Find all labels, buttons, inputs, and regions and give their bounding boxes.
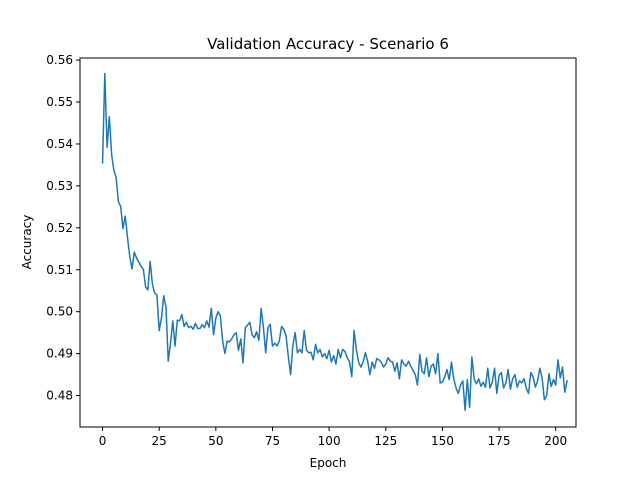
x-tick-label: 200 [544,434,567,448]
series-line [101,72,568,411]
y-tick-label: 0.50 [46,305,73,319]
y-axis-label: Accuracy [20,215,34,270]
y-axis: 0.48 0.49 0.50 0.51 0.52 0.53 0.54 0.55 0.56 [46,53,80,403]
x-axis: 0 25 50 75 100 125 150 175 200 [99,427,567,448]
x-tick-label: 0 [99,434,107,448]
plot-area [79,57,577,428]
x-tick-label: 75 [265,434,280,448]
y-tick-label: 0.56 [46,53,73,67]
x-tick-label: 125 [374,434,397,448]
x-tick-label: 100 [318,434,341,448]
y-tick-label: 0.51 [46,263,73,277]
y-tick-label: 0.54 [46,137,73,151]
y-tick-label: 0.55 [46,95,73,109]
x-tick-label: 175 [488,434,511,448]
y-tick-label: 0.53 [46,179,73,193]
x-tick-label: 150 [431,434,454,448]
y-tick-label: 0.48 [46,389,73,403]
chart-title: Validation Accuracy - Scenario 6 [207,35,449,53]
x-tick-label: 50 [208,434,223,448]
y-tick-label: 0.52 [46,221,73,235]
x-tick-label: 25 [152,434,167,448]
y-tick-label: 0.49 [46,347,73,361]
x-axis-label: Epoch [310,456,347,470]
axes-frame [79,57,577,428]
